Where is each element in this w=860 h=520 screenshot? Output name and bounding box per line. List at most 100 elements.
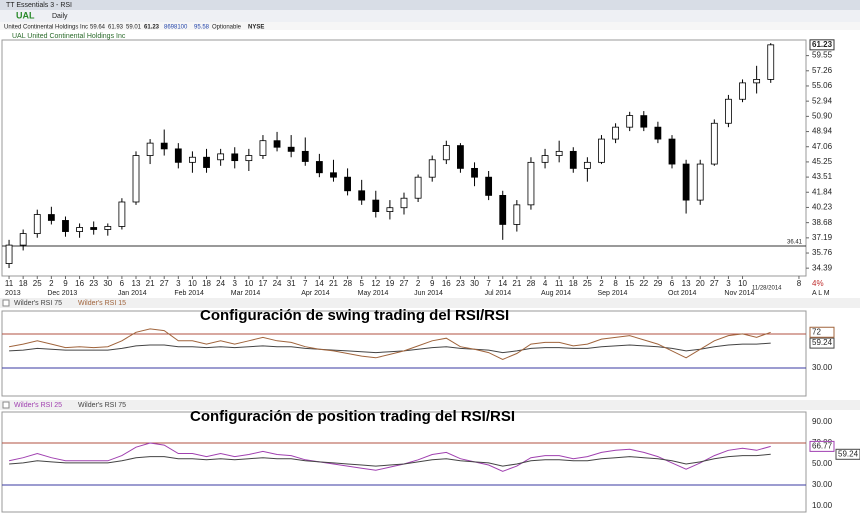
candle-body — [160, 142, 168, 150]
close-box — [2, 299, 10, 307]
candle-body — [640, 115, 648, 128]
candle-body — [189, 156, 196, 163]
x-tick-label: 10 — [244, 279, 253, 288]
candle-body — [626, 115, 634, 128]
last-value-box — [809, 326, 835, 338]
x-tick-label: 21 — [329, 279, 338, 288]
candle-body — [90, 227, 98, 230]
candle-body — [19, 233, 27, 246]
y-tick-label: 40.23 — [812, 203, 833, 212]
last-value-box — [835, 448, 860, 460]
x-tick-label: 22 — [639, 279, 648, 288]
close-box — [2, 401, 10, 409]
candle-body — [471, 167, 478, 178]
x-tick-label: 16 — [75, 279, 84, 288]
last-value-box — [809, 337, 835, 349]
interval[interactable]: Daily — [52, 13, 68, 20]
candle-body — [259, 140, 267, 156]
x-tick-label: 18 — [569, 279, 578, 288]
month-label: Sep 2014 — [597, 290, 627, 297]
quote-low: 59.01 — [126, 25, 142, 31]
y-tick-label: 45.25 — [812, 157, 833, 166]
x-tick-label: 19 — [385, 279, 394, 288]
x-tick-label: 8 — [613, 279, 618, 288]
candle-body — [5, 244, 13, 264]
symbol[interactable]: UAL — [16, 10, 35, 20]
candle-body — [457, 145, 464, 169]
candle-body — [104, 226, 112, 230]
candle-body — [612, 126, 619, 140]
candle-body — [146, 142, 154, 156]
x-tick-label: 11 — [555, 279, 564, 288]
x-tick-label: 12 — [371, 279, 380, 288]
x-tick-label: 3 — [176, 279, 181, 288]
y-tick-label: 90.00 — [812, 417, 833, 426]
y-tick-label: 48.94 — [812, 127, 833, 136]
toolbar — [0, 10, 860, 22]
x-tick-label: 10 — [188, 279, 197, 288]
candle-body — [301, 150, 309, 162]
x-tick-label: 27 — [710, 279, 719, 288]
month-label: Feb 2014 — [174, 290, 204, 297]
x-tick-label: 30 — [103, 279, 112, 288]
quote-exchange: NYSE — [248, 25, 264, 31]
candle-body — [33, 214, 41, 235]
candle-body — [485, 176, 493, 196]
x-tick-label: 15 — [625, 279, 634, 288]
y-tick-label: 41.84 — [812, 187, 833, 196]
month-label: Nov 2014 — [724, 290, 754, 297]
candle-body — [753, 79, 761, 84]
x-tick-label: 27 — [400, 279, 409, 288]
panel-header — [0, 298, 860, 308]
candle-body — [569, 150, 577, 169]
last-price-box — [809, 39, 835, 51]
candle-body — [710, 122, 718, 165]
x-tick-label: 2 — [416, 279, 421, 288]
month-label: Mar 2014 — [231, 290, 261, 297]
candle-body — [739, 82, 746, 100]
rsi-plot — [1, 310, 807, 397]
x-tick-label: 13 — [682, 279, 691, 288]
rsi-plot — [1, 411, 807, 513]
candle-body — [245, 155, 253, 162]
x-tick-label: 30 — [470, 279, 479, 288]
candle-body — [725, 98, 732, 124]
x-tick-label: 31 — [287, 279, 296, 288]
candle-body — [273, 140, 281, 148]
quote-flag: Optionable — [212, 25, 242, 31]
candle-body — [203, 156, 210, 168]
month-label: Dec 2013 — [47, 290, 77, 297]
annotation: Configuración de position trading del RS… — [190, 408, 515, 425]
x-tick-label: 27 — [160, 279, 169, 288]
candle-body — [541, 155, 549, 163]
candle-body — [358, 190, 366, 201]
x-tick-label: 9 — [430, 279, 435, 288]
candle-body — [315, 161, 323, 174]
candle-body — [132, 155, 140, 203]
candle-body — [174, 148, 182, 163]
price-panel-title: UAL United Continental Holdings Inc — [12, 33, 126, 40]
modes[interactable]: A L M — [812, 290, 830, 297]
candle-body — [668, 138, 676, 165]
month-label: Aug 2014 — [541, 290, 571, 297]
last-value: 59.24 — [838, 449, 859, 458]
x-tick-label: 10 — [738, 279, 747, 288]
y-tick-label: 43.51 — [812, 172, 833, 181]
support-label: 36.41 — [787, 240, 803, 246]
candle-body — [330, 172, 337, 178]
rsi-line — [9, 342, 771, 354]
y-tick-label: 55.06 — [812, 81, 833, 90]
legend-entry: Wilder's RSI 75 — [14, 300, 62, 307]
x-tick-label: 7 — [303, 279, 308, 288]
x-tick-label: 18 — [202, 279, 211, 288]
month-label: Jan 2014 — [118, 290, 147, 297]
quote-last: 61.23 — [144, 25, 160, 31]
price-plot — [1, 39, 807, 277]
zoom[interactable]: 4% — [812, 279, 824, 288]
candle-body — [513, 204, 521, 225]
last-price: 61.23 — [812, 40, 833, 49]
candle-body — [598, 138, 605, 163]
x-tick-label: 23 — [456, 279, 465, 288]
title-bar — [0, 0, 860, 10]
last-value: 66.77 — [812, 441, 833, 450]
